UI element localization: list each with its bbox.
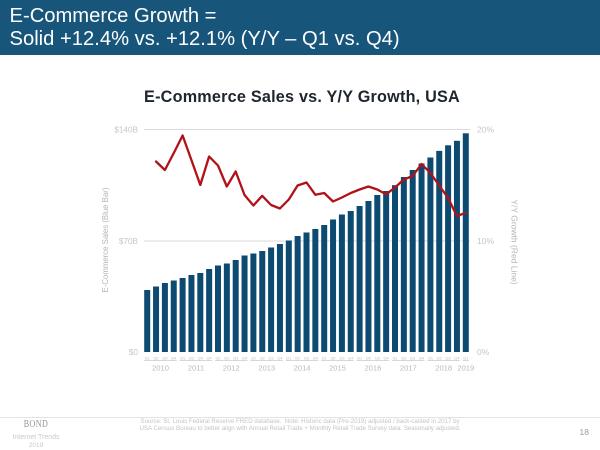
svg-text:Q3: Q3 (233, 356, 238, 360)
svg-text:Q1: Q1 (357, 356, 362, 360)
svg-text:2015: 2015 (329, 364, 346, 373)
svg-text:2014: 2014 (294, 364, 311, 373)
svg-text:Q4: Q4 (242, 356, 247, 360)
svg-text:Q2: Q2 (295, 356, 300, 360)
svg-text:Q1: Q1 (463, 356, 468, 360)
svg-text:Q1: Q1 (322, 356, 327, 360)
svg-text:Q4: Q4 (419, 356, 424, 360)
svg-text:Q3: Q3 (375, 356, 380, 360)
svg-text:2016: 2016 (364, 364, 381, 373)
svg-text:$70B: $70B (119, 237, 139, 246)
svg-text:Q3: Q3 (269, 356, 274, 360)
svg-text:$140B: $140B (114, 125, 138, 134)
svg-text:Q2: Q2 (224, 356, 229, 360)
svg-text:Q1: Q1 (251, 356, 256, 360)
svg-text:Q1: Q1 (286, 356, 291, 360)
svg-text:Q3: Q3 (339, 356, 344, 360)
svg-text:Q3: Q3 (446, 356, 451, 360)
svg-text:Q1: Q1 (145, 356, 150, 360)
svg-text:Q3: Q3 (304, 356, 309, 360)
svg-text:Q2: Q2 (260, 356, 265, 360)
svg-text:Q4: Q4 (454, 356, 459, 360)
svg-text:2019: 2019 (457, 364, 474, 373)
svg-text:E-Commerce Sales (Blue Bar): E-Commerce Sales (Blue Bar) (101, 187, 110, 292)
svg-text:Y/Y Growth (Red Line): Y/Y Growth (Red Line) (510, 199, 520, 285)
svg-text:Q1: Q1 (392, 356, 397, 360)
svg-text:Q2: Q2 (189, 356, 194, 360)
svg-text:Q1: Q1 (215, 356, 220, 360)
svg-text:Q4: Q4 (277, 356, 282, 360)
svg-text:20%: 20% (477, 124, 494, 134)
svg-text:Q3: Q3 (162, 356, 167, 360)
svg-text:Q1: Q1 (428, 356, 433, 360)
svg-text:2013: 2013 (258, 364, 275, 373)
svg-text:10%: 10% (477, 236, 494, 246)
svg-text:Q4: Q4 (207, 356, 212, 360)
svg-text:Q4: Q4 (171, 356, 176, 360)
svg-text:Q2: Q2 (366, 356, 371, 360)
svg-text:Q3: Q3 (410, 356, 415, 360)
svg-text:Q2: Q2 (153, 356, 158, 360)
svg-text:Q4: Q4 (348, 356, 353, 360)
svg-text:Q2: Q2 (330, 356, 335, 360)
svg-text:Q4: Q4 (384, 356, 389, 360)
svg-text:$0: $0 (129, 348, 139, 357)
svg-text:Q2: Q2 (401, 356, 406, 360)
svg-text:2011: 2011 (188, 364, 204, 373)
svg-text:2017: 2017 (400, 364, 417, 373)
svg-text:0%: 0% (477, 347, 490, 357)
svg-text:Q4: Q4 (313, 356, 318, 360)
svg-text:Q1: Q1 (180, 356, 185, 360)
svg-text:Q3: Q3 (198, 356, 203, 360)
svg-text:2010: 2010 (152, 364, 169, 373)
svg-text:2012: 2012 (223, 364, 240, 373)
svg-text:Q2: Q2 (437, 356, 442, 360)
svg-text:2018: 2018 (435, 364, 452, 373)
